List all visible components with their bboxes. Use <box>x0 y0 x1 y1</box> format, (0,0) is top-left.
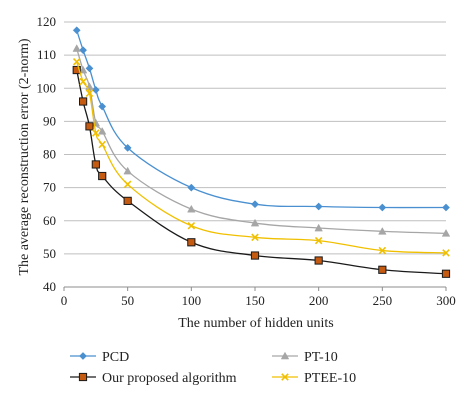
legend-label: PT-10 <box>304 350 338 365</box>
x-axis-title: The number of hidden units <box>178 316 334 331</box>
y-tick-label: 100 <box>37 80 57 95</box>
data-point <box>187 238 196 247</box>
data-point <box>251 200 259 209</box>
x-tick-label: 150 <box>245 293 265 308</box>
data-point <box>98 171 107 181</box>
data-point <box>187 183 196 192</box>
y-tick-label: 60 <box>43 213 56 228</box>
data-point <box>314 256 323 265</box>
data-point <box>79 77 87 86</box>
data-point <box>85 64 94 73</box>
data-point <box>85 89 94 97</box>
legend-label: PCD <box>102 350 129 365</box>
x-tick-label: 200 <box>309 293 329 308</box>
data-point <box>72 65 81 75</box>
data-point <box>79 46 88 55</box>
data-point <box>72 26 81 35</box>
data-point <box>79 97 88 106</box>
data-point <box>378 203 387 212</box>
legend-item: Our proposed algorithm <box>70 371 237 386</box>
data-point <box>187 204 196 213</box>
series-ptee-10 <box>72 57 450 257</box>
data-point <box>314 223 323 232</box>
legend-item: PT-10 <box>272 350 338 365</box>
data-point <box>123 166 132 175</box>
data-point <box>91 85 100 94</box>
data-point <box>378 227 387 235</box>
y-tick-label: 40 <box>43 279 56 294</box>
data-point <box>123 143 132 152</box>
series-line <box>76 61 447 254</box>
data-point <box>442 203 450 212</box>
data-point <box>72 44 81 52</box>
data-point <box>314 202 323 211</box>
legend-label: Our proposed algorithm <box>102 371 237 386</box>
data-point <box>378 246 387 255</box>
data-point <box>250 218 260 227</box>
series-pcd <box>72 26 450 212</box>
data-point <box>250 251 260 260</box>
data-point <box>91 160 100 169</box>
x-tick-label: 0 <box>61 293 68 308</box>
data-point <box>378 265 387 274</box>
legend-item: PTEE-10 <box>272 371 356 386</box>
y-tick-label: 80 <box>43 147 56 162</box>
legend-item: PCD <box>70 350 129 365</box>
data-point <box>123 196 132 205</box>
data-point <box>442 249 450 257</box>
y-tick-label: 90 <box>43 113 56 128</box>
legend-marker <box>79 352 87 360</box>
x-tick-label: 50 <box>121 293 134 308</box>
y-tick-label: 120 <box>37 14 57 29</box>
data-point <box>98 102 107 111</box>
series-our-proposed-algorithm <box>72 65 451 278</box>
legend-label: PTEE-10 <box>304 371 356 386</box>
series-group <box>72 26 451 278</box>
series-pt-10 <box>72 44 451 237</box>
data-point <box>97 126 107 135</box>
data-point <box>92 129 100 137</box>
data-point <box>314 236 323 245</box>
series-line <box>76 69 447 275</box>
grid <box>64 21 446 255</box>
x-tick-label: 100 <box>182 293 202 308</box>
y-tick-label: 70 <box>43 180 56 195</box>
data-point <box>251 233 259 242</box>
data-point <box>85 122 94 131</box>
y-tick-label: 50 <box>43 246 56 261</box>
data-point <box>123 180 132 189</box>
data-point <box>78 65 88 74</box>
series-line <box>76 30 447 209</box>
data-point <box>72 57 81 66</box>
y-axis-title: The average reconstruction error (2-norm… <box>17 38 32 275</box>
data-point <box>98 140 106 149</box>
y-tick-label: 110 <box>37 47 56 62</box>
x-tick-label: 300 <box>436 293 456 308</box>
data-point <box>441 269 451 278</box>
legend-marker <box>281 373 289 381</box>
x-tick-label: 250 <box>373 293 393 308</box>
data-point <box>187 221 196 230</box>
axes: 40 50 60 70 80 90 100 110 120 0 50 100 150 200 250 300 <box>37 14 456 308</box>
legend-marker <box>78 372 88 382</box>
data-point <box>441 229 451 237</box>
legend-marker <box>280 351 290 360</box>
legend: PCD PT-10 Our proposed algorithm PTEE-10 <box>70 350 356 386</box>
